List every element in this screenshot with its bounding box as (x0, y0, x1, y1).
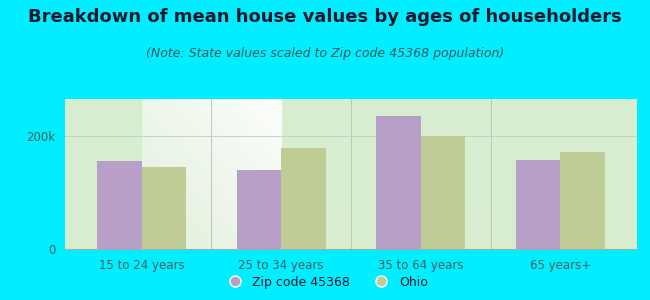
Bar (65, 136, 623, 144)
Bar (65, 242, 623, 249)
Bar (65, 226, 623, 234)
Bar (65, 196, 623, 204)
Bar (142, 167, 187, 249)
Bar (65, 159, 623, 166)
Bar (65, 167, 623, 174)
Bar (515, 160, 560, 249)
Text: Breakdown of mean house values by ages of householders: Breakdown of mean house values by ages o… (28, 8, 622, 26)
Bar (65, 234, 623, 242)
Bar (97, 161, 142, 249)
Bar (65, 174, 623, 182)
Bar (65, 99, 623, 106)
Bar (376, 116, 421, 249)
Bar (65, 204, 623, 212)
Bar (560, 152, 605, 249)
Bar (65, 189, 623, 196)
Bar (65, 129, 623, 136)
Bar (65, 144, 623, 152)
Bar (65, 152, 623, 159)
Bar (65, 122, 623, 129)
Bar (281, 148, 326, 249)
Bar (421, 136, 465, 249)
Bar (65, 106, 623, 114)
Bar (65, 182, 623, 189)
Bar (237, 170, 281, 249)
Text: (Note: State values scaled to Zip code 45368 population): (Note: State values scaled to Zip code 4… (146, 46, 504, 59)
Bar (65, 114, 623, 122)
Legend: Zip code 45368, Ohio: Zip code 45368, Ohio (217, 271, 433, 294)
Bar (65, 219, 623, 226)
Bar (65, 212, 623, 219)
